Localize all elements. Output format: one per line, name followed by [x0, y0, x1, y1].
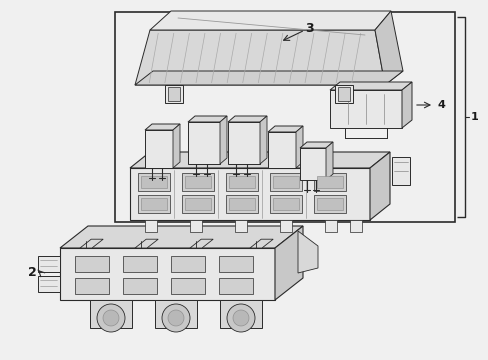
Text: 1: 1: [470, 112, 478, 122]
Bar: [168, 87, 180, 101]
Bar: [184, 198, 210, 210]
Bar: [115, 12, 454, 222]
Bar: [225, 195, 258, 213]
Polygon shape: [145, 124, 180, 130]
Polygon shape: [260, 116, 266, 164]
Bar: [90, 300, 132, 328]
Bar: [316, 198, 342, 210]
Polygon shape: [299, 142, 332, 148]
Bar: [75, 278, 109, 294]
Bar: [228, 176, 254, 188]
Polygon shape: [80, 239, 103, 248]
Bar: [280, 220, 291, 232]
Polygon shape: [38, 256, 60, 272]
Bar: [227, 122, 260, 164]
Bar: [182, 173, 214, 191]
Bar: [313, 195, 346, 213]
Bar: [272, 176, 298, 188]
Polygon shape: [329, 82, 411, 90]
Polygon shape: [135, 239, 158, 248]
Text: 2: 2: [27, 266, 36, 279]
Bar: [171, 256, 204, 272]
Bar: [267, 132, 295, 168]
Bar: [269, 173, 302, 191]
Bar: [145, 220, 157, 232]
Bar: [130, 168, 369, 220]
Bar: [145, 130, 173, 168]
Bar: [60, 248, 274, 300]
Bar: [138, 195, 170, 213]
Text: 4: 4: [437, 100, 445, 110]
Circle shape: [162, 304, 190, 332]
Bar: [123, 256, 157, 272]
Bar: [220, 300, 262, 328]
Polygon shape: [274, 226, 303, 300]
Polygon shape: [295, 126, 303, 168]
Bar: [171, 278, 204, 294]
Bar: [155, 300, 197, 328]
Bar: [235, 220, 246, 232]
Polygon shape: [135, 30, 384, 85]
Polygon shape: [369, 152, 389, 220]
Bar: [391, 157, 409, 185]
Bar: [219, 256, 252, 272]
Bar: [190, 220, 202, 232]
Bar: [325, 220, 336, 232]
Bar: [329, 90, 401, 128]
Circle shape: [168, 310, 183, 326]
Polygon shape: [190, 239, 213, 248]
Bar: [184, 176, 210, 188]
Polygon shape: [297, 231, 317, 273]
Polygon shape: [173, 124, 180, 168]
Polygon shape: [249, 239, 273, 248]
Bar: [123, 278, 157, 294]
Text: 3: 3: [305, 22, 314, 35]
Circle shape: [232, 310, 248, 326]
Polygon shape: [135, 71, 402, 85]
Bar: [225, 173, 258, 191]
Bar: [299, 148, 325, 180]
Polygon shape: [164, 85, 183, 103]
Bar: [187, 122, 220, 164]
Polygon shape: [38, 276, 60, 292]
Bar: [75, 256, 109, 272]
Bar: [228, 198, 254, 210]
Polygon shape: [60, 226, 303, 248]
Bar: [269, 195, 302, 213]
Circle shape: [103, 310, 119, 326]
Polygon shape: [227, 116, 266, 122]
Polygon shape: [130, 152, 389, 168]
Polygon shape: [401, 82, 411, 128]
Polygon shape: [325, 142, 332, 180]
Polygon shape: [220, 116, 226, 164]
Bar: [349, 220, 361, 232]
Bar: [219, 278, 252, 294]
Polygon shape: [374, 11, 402, 85]
Polygon shape: [267, 126, 303, 132]
Polygon shape: [150, 11, 390, 30]
Bar: [138, 173, 170, 191]
Polygon shape: [334, 85, 352, 103]
Bar: [272, 198, 298, 210]
Bar: [316, 176, 342, 188]
Bar: [182, 195, 214, 213]
Polygon shape: [187, 116, 226, 122]
Bar: [141, 198, 167, 210]
Circle shape: [226, 304, 254, 332]
Bar: [337, 87, 349, 101]
Bar: [141, 176, 167, 188]
Bar: [313, 173, 346, 191]
Circle shape: [97, 304, 125, 332]
